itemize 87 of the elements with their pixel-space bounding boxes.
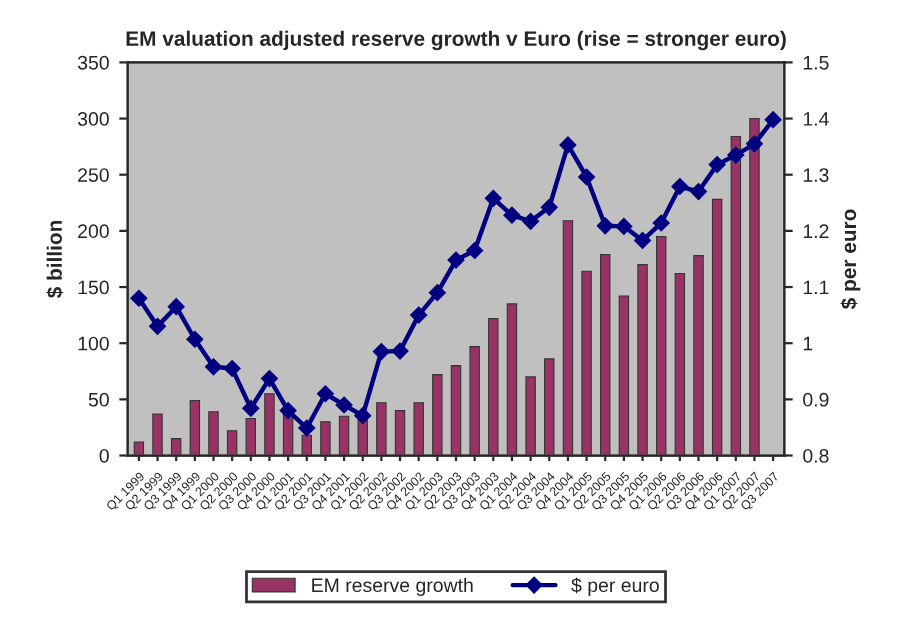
- point: [764, 111, 782, 128]
- bar: [618, 295, 630, 456]
- bar: [338, 415, 350, 456]
- bar: [208, 411, 219, 456]
- bar: [525, 376, 536, 456]
- bar: [730, 135, 742, 456]
- point: [317, 385, 334, 403]
- bar: [432, 374, 443, 456]
- point: [205, 358, 222, 376]
- bar: [152, 413, 163, 456]
- bar: [320, 421, 331, 456]
- y2-tick-label: 1: [803, 336, 813, 351]
- y2-tick-label: 0.8: [803, 448, 829, 463]
- bar: [506, 303, 518, 456]
- y2-tick-label: 0.9: [803, 392, 829, 407]
- chart-title: EM valuation adjusted reserve growth v Euro (rise = stronger euro): [126, 30, 786, 51]
- bar: [581, 270, 592, 456]
- y-tick-label: 0: [99, 448, 109, 463]
- bar: [450, 365, 462, 456]
- point: [167, 298, 185, 315]
- bar: [711, 198, 723, 456]
- bar: [655, 235, 667, 456]
- point: [466, 242, 483, 259]
- point: [578, 168, 595, 186]
- y2-tick-label: 1.5: [803, 56, 829, 70]
- point: [690, 183, 707, 200]
- bar: [749, 118, 760, 456]
- point: [596, 217, 614, 235]
- y-tick-label: 150: [78, 280, 109, 295]
- y-tick-label: 300: [77, 112, 109, 126]
- bar: [600, 253, 611, 456]
- bar: [226, 430, 238, 456]
- point: [298, 419, 316, 437]
- point: [746, 135, 763, 153]
- bar: [637, 264, 648, 456]
- y2-axis-title: $ per euro: [840, 209, 861, 310]
- y-tick-label: 50: [88, 392, 109, 407]
- y2-tick-label: 1.4: [803, 112, 829, 126]
- point: [223, 360, 241, 377]
- y2-tick-label: 1.2: [803, 224, 829, 238]
- point: [652, 214, 670, 232]
- point: [522, 213, 539, 230]
- bar: [264, 393, 275, 456]
- bar: [469, 346, 480, 456]
- point: [410, 306, 427, 324]
- point: [391, 342, 409, 360]
- y2-tick-label: 1.3: [803, 168, 829, 182]
- point: [727, 146, 745, 164]
- point: [186, 331, 204, 348]
- point: [615, 218, 633, 235]
- legend-label: $ per euro: [571, 577, 659, 596]
- point: [261, 370, 278, 387]
- point: [541, 199, 558, 216]
- bar: [301, 434, 312, 456]
- bar: [376, 402, 387, 456]
- bar: [693, 255, 704, 456]
- point: [279, 402, 297, 419]
- point: [335, 396, 353, 414]
- point: [503, 206, 521, 224]
- y-tick-label: 100: [78, 336, 109, 351]
- bar: [394, 410, 406, 456]
- point: [373, 343, 390, 360]
- point: [559, 136, 577, 154]
- point: [242, 400, 260, 417]
- y-tick-label: 250: [78, 168, 109, 182]
- point: [447, 251, 465, 269]
- bar: [245, 417, 257, 456]
- legend-label: EM reserve growth: [312, 577, 473, 596]
- point: [149, 318, 166, 335]
- bar: [133, 441, 145, 456]
- point: [130, 290, 148, 307]
- bar: [413, 402, 424, 456]
- point: [485, 190, 502, 207]
- point: [708, 156, 726, 173]
- bar: [488, 317, 499, 456]
- y2-tick-label: 1.1: [803, 280, 829, 295]
- bar: [562, 220, 574, 456]
- point: [634, 232, 651, 249]
- y-tick-label: 350: [77, 55, 109, 70]
- y-tick-label: 200: [78, 224, 109, 239]
- point: [429, 284, 446, 301]
- y-axis-title: $ billion: [46, 220, 64, 299]
- bar: [674, 273, 686, 456]
- point: [671, 178, 689, 195]
- bar: [544, 358, 555, 456]
- bar: [189, 399, 201, 456]
- point: [354, 407, 371, 424]
